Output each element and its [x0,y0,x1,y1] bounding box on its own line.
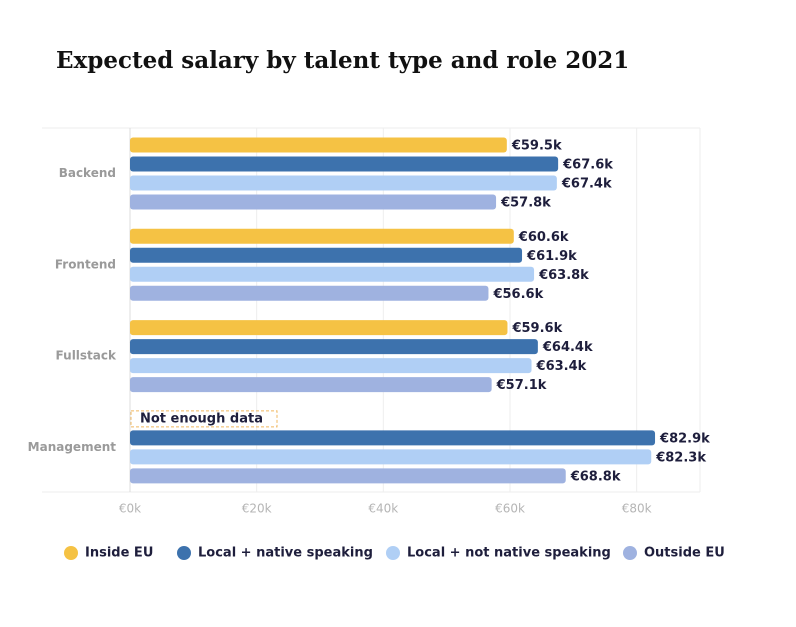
legend-label: Inside EU [85,546,153,561]
value-label: €59.5k [511,139,562,154]
value-label: €61.9k [526,249,577,264]
value-label: €63.4k [536,359,587,374]
legend-label: Outside EU [644,546,725,561]
bar [130,339,538,355]
bar [130,228,514,244]
value-label: €57.8k [500,196,551,211]
x-tick-label: €40k [368,502,398,516]
bar [130,358,532,374]
value-label: €59.6k [511,321,562,336]
legend-label: Local + not native speaking [407,546,611,561]
bar [130,377,492,393]
bar [130,320,508,336]
legend-marker [623,546,637,560]
chart-title: Expected salary by talent type and role … [56,47,629,74]
value-label: €60.6k [518,230,569,245]
bar [130,175,557,191]
bar [130,194,497,210]
bar [130,156,559,172]
value-label: €56.6k [492,287,543,302]
bar [130,430,656,446]
annotation-box [130,410,278,428]
annotation: Not enough data [140,411,263,426]
legend-label: Local + native speaking [198,546,373,561]
value-label: €82.9k [659,431,710,446]
category-label: Management [28,440,117,454]
value-label: €67.6k [562,158,613,173]
category-label: Backend [59,166,116,180]
x-tick-label: €0k [119,502,141,516]
bar [130,285,489,301]
legend-marker [386,546,400,560]
value-label: €64.4k [542,340,593,355]
bar [130,266,535,282]
bar [130,449,652,465]
value-label: €67.4k [561,177,612,192]
legend-marker [177,546,191,560]
category-label: Frontend [55,257,116,271]
x-tick-label: €20k [242,502,272,516]
legend-marker [64,546,78,560]
value-label: €57.1k [496,378,547,393]
value-label: €63.8k [538,268,589,283]
x-tick-label: €60k [495,502,525,516]
bar [130,137,507,153]
value-label: €68.8k [570,469,621,484]
bar [130,468,566,484]
bar [130,247,523,263]
x-tick-label: €80k [622,502,652,516]
value-label: €82.3k [655,450,706,465]
category-label: Fullstack [56,349,117,363]
